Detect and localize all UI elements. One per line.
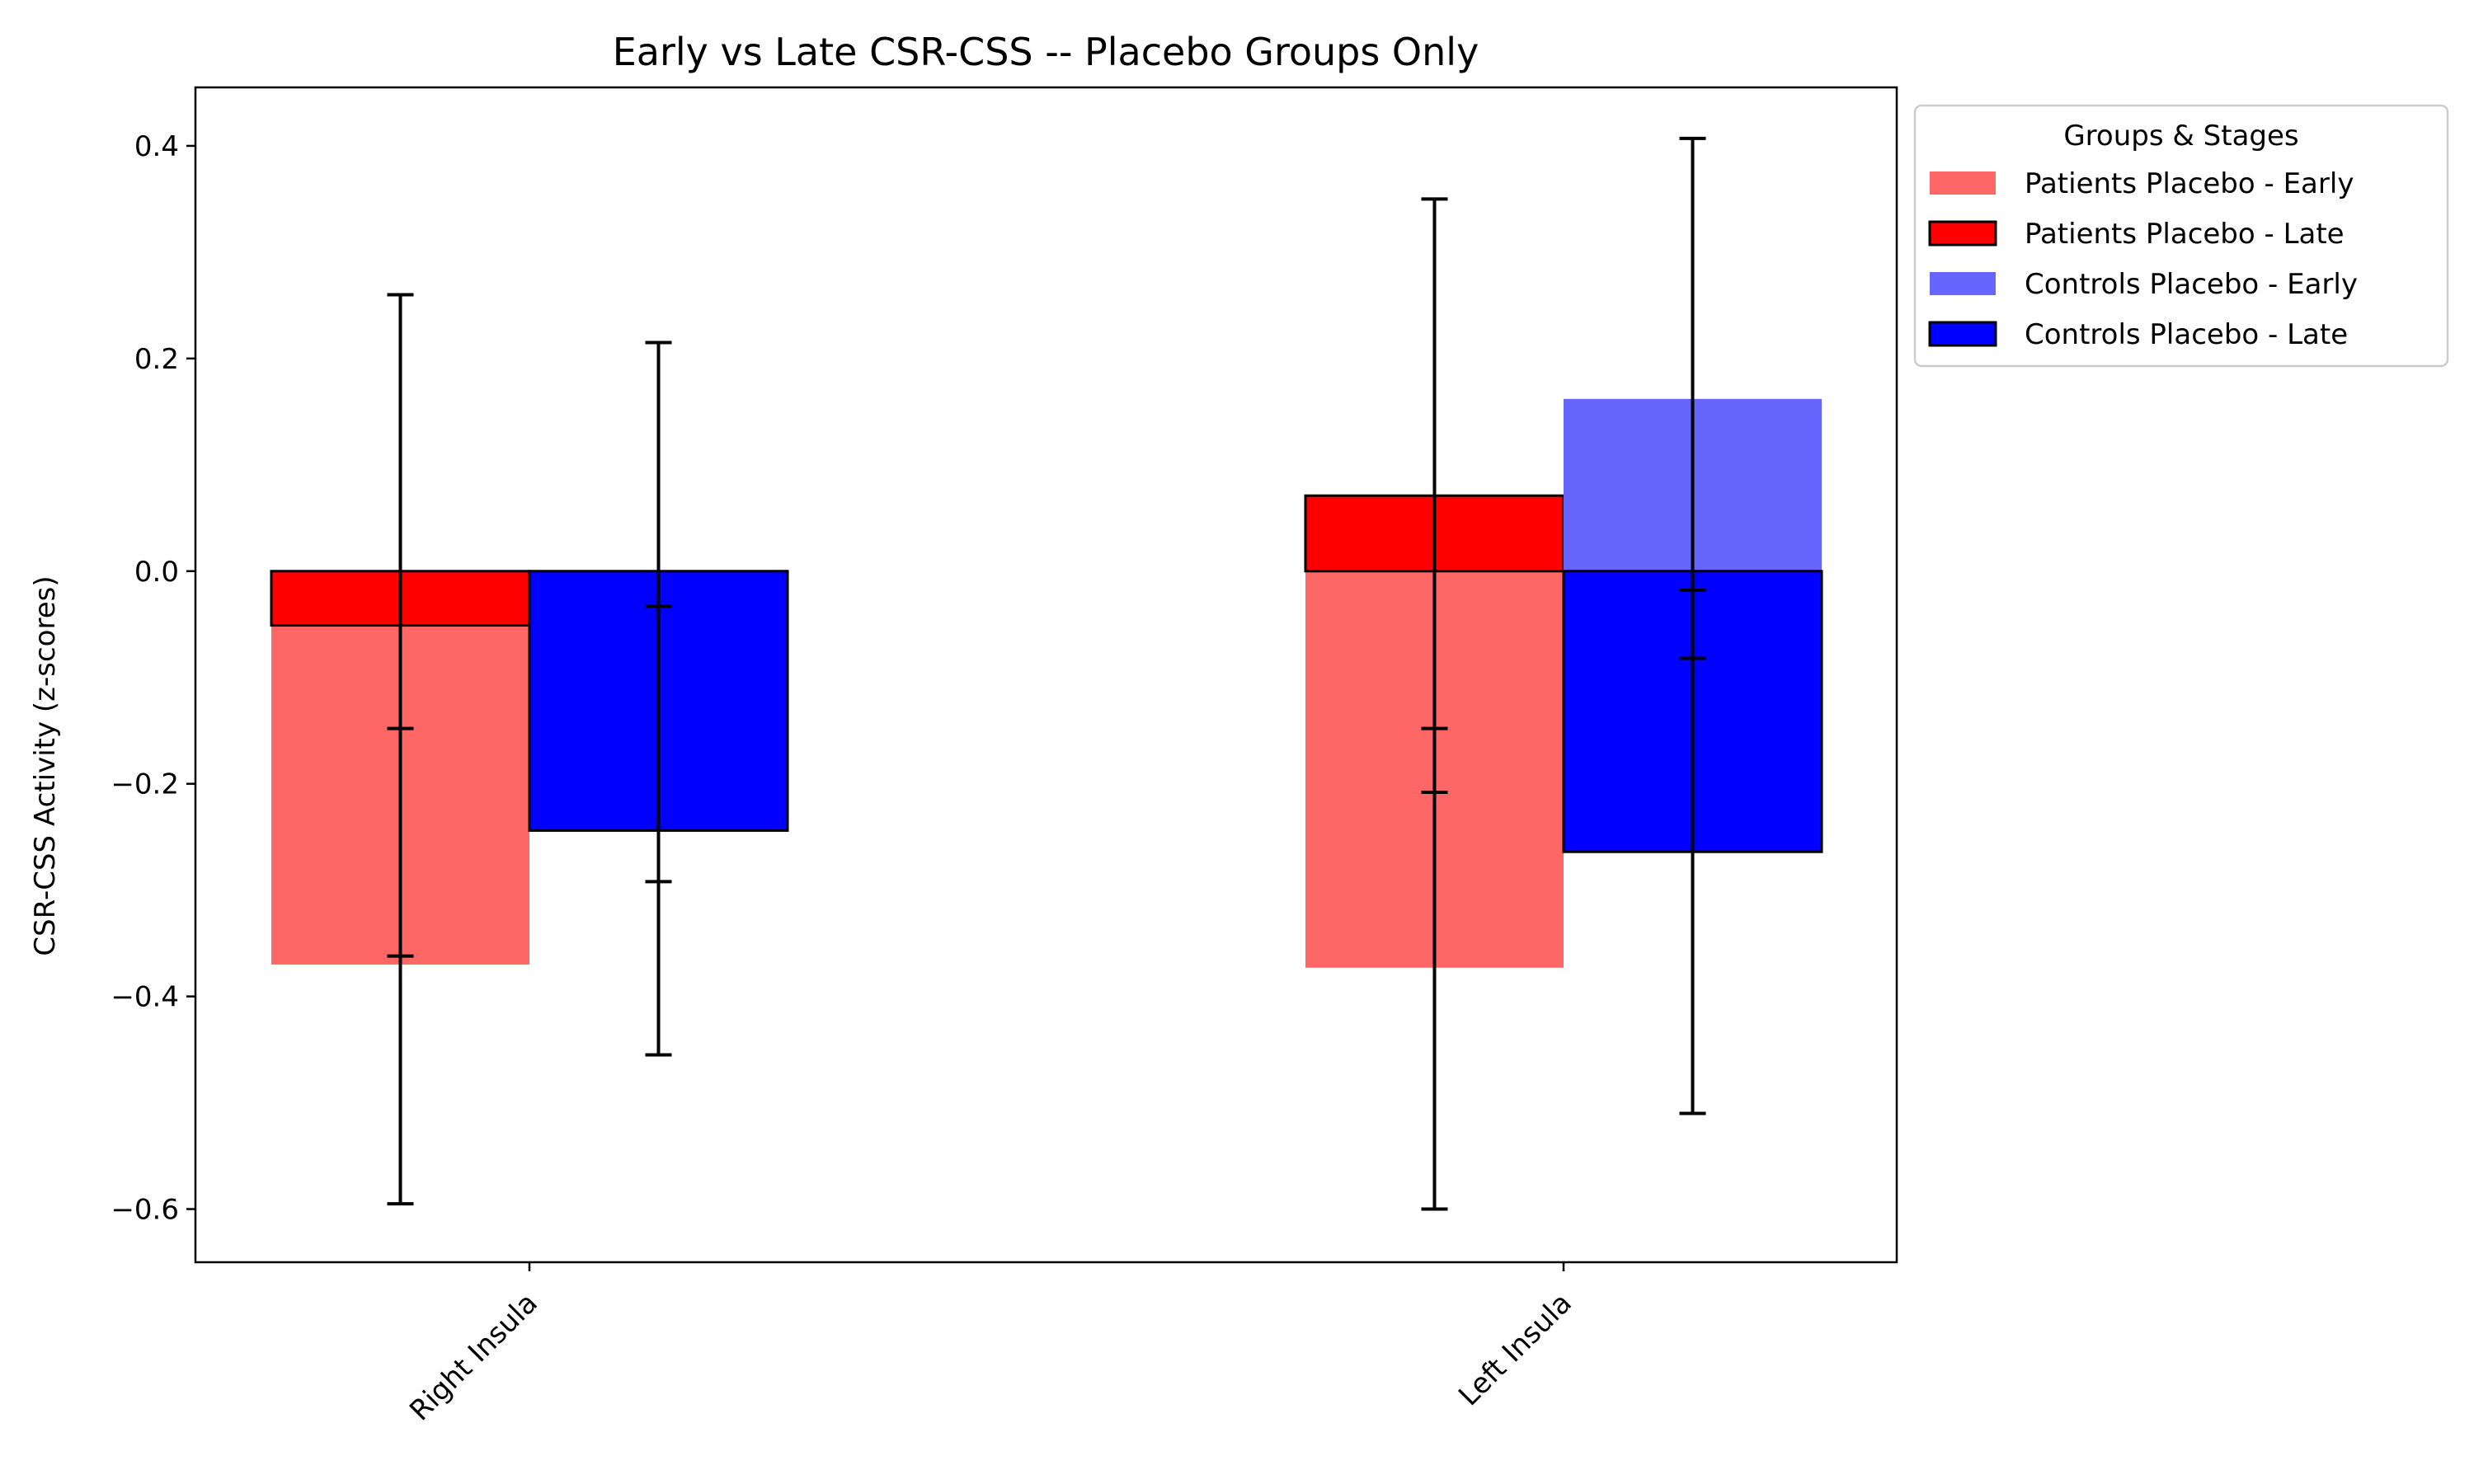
legend-swatch-1 [1928,220,1997,247]
x-tick-label-group: Left Insula [1452,1287,1578,1413]
legend-swatch-2 [1930,272,1996,295]
error-bar-series-1-cat-0 [387,293,414,958]
error-bar-series-1-cat-1 [1421,197,1448,794]
y-tick-label: −0.2 [111,768,179,801]
error-bar-series-3-cat-0 [645,604,672,1057]
legend-title: Groups & Stages [2063,120,2298,153]
chart-title: Early vs Late CSR-CSS -- Placebo Groups … [613,30,1479,74]
y-tick-label: 0.4 [134,130,179,163]
legend-swatch-0 [1930,171,1996,195]
x-tick-label-group: Right Insula [403,1287,544,1428]
y-tick-label: 0.0 [134,556,179,589]
y-tick-label: 0.2 [134,343,179,376]
y-axis-label: CSR-CSS Activity (z-scores) [29,575,62,956]
legend-label-2: Controls Placebo - Early [2025,268,2358,301]
legend-swatch-3 [1928,321,1997,347]
y-tick-label: −0.4 [111,981,179,1014]
legend-label-3: Controls Placebo - Late [2025,318,2348,351]
legend-frame [1913,104,2449,368]
y-tick-label: −0.6 [111,1194,179,1227]
x-tick-label: Right Insula [403,1287,544,1428]
error-bar-series-3-cat-1 [1679,588,1706,1115]
x-tick-label: Left Insula [1452,1287,1578,1413]
legend: Groups & Stages Patients Placebo - Early P… [1913,104,2449,368]
legend-label-0: Patients Placebo - Early [2025,167,2354,200]
legend-label-1: Patients Placebo - Late [2025,218,2345,251]
plot-area-frame [194,86,1898,1264]
